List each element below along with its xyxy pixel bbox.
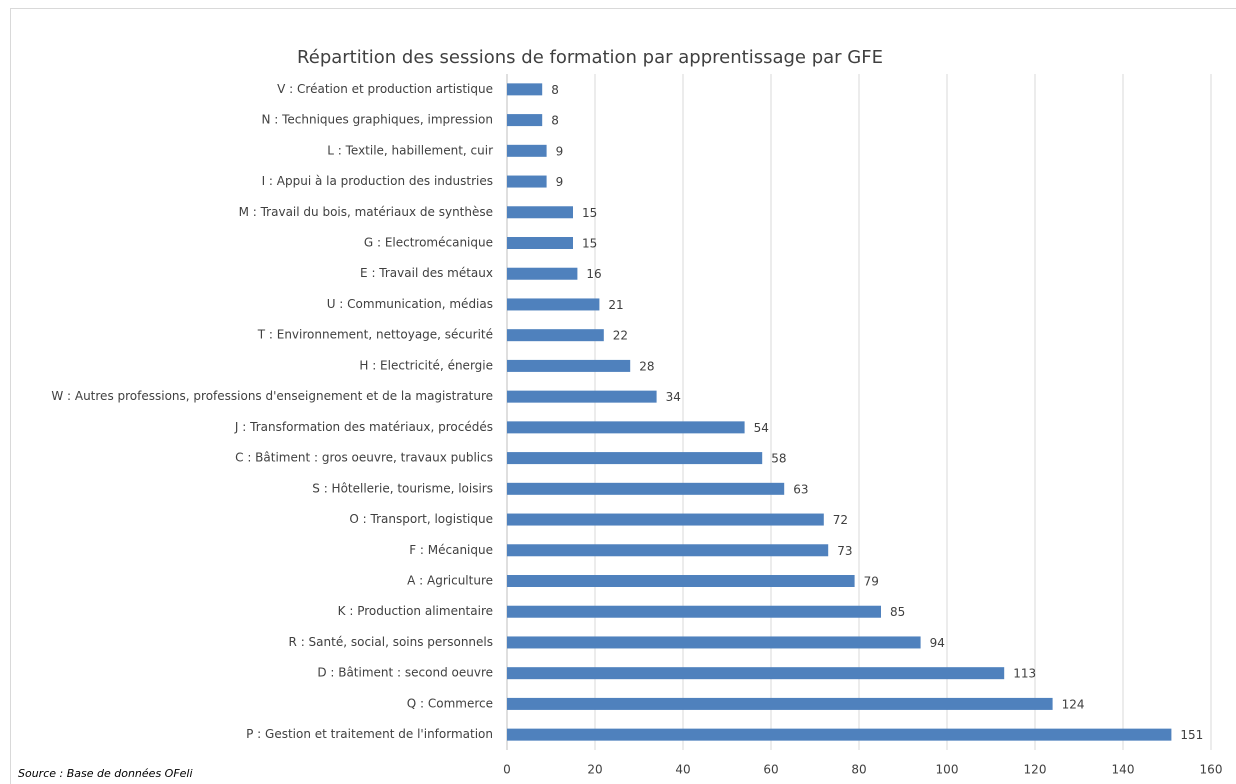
bar [507, 144, 547, 157]
x-tick-label: 40 [675, 763, 690, 777]
y-tick-label: G : Electromécanique [364, 236, 493, 250]
bar [507, 544, 829, 557]
y-tick-label: Q : Commerce [407, 696, 493, 710]
bar [507, 175, 547, 188]
data-label: 8 [551, 83, 559, 97]
bar [507, 575, 855, 587]
y-tick-label: R : Santé, social, soins personnels [289, 635, 493, 649]
data-label: 28 [639, 359, 654, 373]
x-tick-label: 160 [1200, 763, 1223, 777]
data-label: 94 [930, 636, 945, 650]
y-tick-label: L : Textile, habillement, cuir [327, 143, 493, 157]
y-tick-label: F : Mécanique [409, 543, 493, 557]
data-label: 9 [556, 144, 564, 158]
data-label: 16 [586, 267, 601, 281]
y-tick-label: E : Travail des métaux [360, 266, 493, 280]
y-tick-label: T : Environnement, nettoyage, sécurité [257, 328, 493, 342]
data-label: 22 [613, 329, 628, 343]
bar [507, 390, 657, 403]
bar [507, 298, 600, 311]
bar [507, 667, 1005, 680]
data-label: 113 [1013, 667, 1036, 681]
y-tick-label: V : Création et production artistique [277, 82, 493, 96]
y-tick-label: P : Gestion et traitement de l'informati… [246, 727, 493, 741]
bar [507, 329, 604, 342]
y-tick-label: J : Transformation des matériaux, procéd… [234, 420, 493, 434]
bar [507, 206, 573, 219]
bar [507, 237, 573, 249]
y-tick-label: M : Travail du bois, matériaux de synthè… [239, 205, 493, 219]
data-label: 79 [864, 575, 879, 589]
bar [507, 605, 881, 618]
data-label: 9 [556, 175, 564, 189]
source: Source : Base de données OFeli [18, 767, 193, 780]
chart-border [10, 8, 1236, 784]
bar [507, 114, 543, 127]
data-label: 8 [551, 114, 559, 128]
bar [507, 452, 763, 465]
y-tick-label: I : Appui à la production des industries [262, 174, 493, 188]
data-label: 72 [833, 513, 848, 527]
y-tick-label: D : Bâtiment : second oeuvre [317, 666, 493, 680]
x-tick-label: 100 [936, 763, 959, 777]
data-label: 15 [582, 206, 597, 220]
x-tick-label: 120 [1024, 763, 1047, 777]
bar [507, 421, 745, 434]
y-tick-label: C : Bâtiment : gros oeuvre, travaux publ… [235, 451, 493, 465]
bar [507, 636, 921, 649]
data-label: 34 [666, 390, 681, 404]
data-label: 151 [1180, 728, 1203, 742]
data-label: 124 [1062, 697, 1085, 711]
data-label: 85 [890, 605, 905, 619]
y-tick-label: K : Production alimentaire [338, 604, 493, 618]
x-tick-label: 80 [851, 763, 866, 777]
x-tick-label: 140 [1112, 763, 1135, 777]
y-tick-label: S : Hôtellerie, tourisme, loisirs [312, 481, 493, 495]
x-tick-label: 20 [587, 763, 602, 777]
y-tick-label: H : Electricité, énergie [359, 358, 493, 372]
data-label: 54 [754, 421, 769, 435]
y-tick-label: U : Communication, médias [327, 297, 493, 311]
y-tick-label: A : Agriculture [407, 574, 493, 588]
chart-title: Répartition des sessions de formation pa… [297, 47, 883, 68]
bar [507, 728, 1172, 741]
data-label: 63 [793, 482, 808, 496]
bar [507, 513, 824, 526]
data-label: 21 [608, 298, 623, 312]
bar [507, 359, 631, 372]
bar [507, 83, 543, 96]
y-tick-label: N : Techniques graphiques, impression [261, 113, 493, 127]
data-label: 73 [837, 544, 852, 558]
x-tick-label: 60 [763, 763, 778, 777]
x-tick-label: 0 [503, 763, 511, 777]
bar [507, 267, 578, 280]
bar [507, 482, 785, 495]
y-tick-label: O : Transport, logistique [349, 512, 493, 526]
y-tick-label: W : Autres professions, professions d'en… [51, 389, 493, 403]
bar [507, 697, 1053, 710]
data-label: 15 [582, 237, 597, 251]
data-label: 58 [771, 452, 786, 466]
